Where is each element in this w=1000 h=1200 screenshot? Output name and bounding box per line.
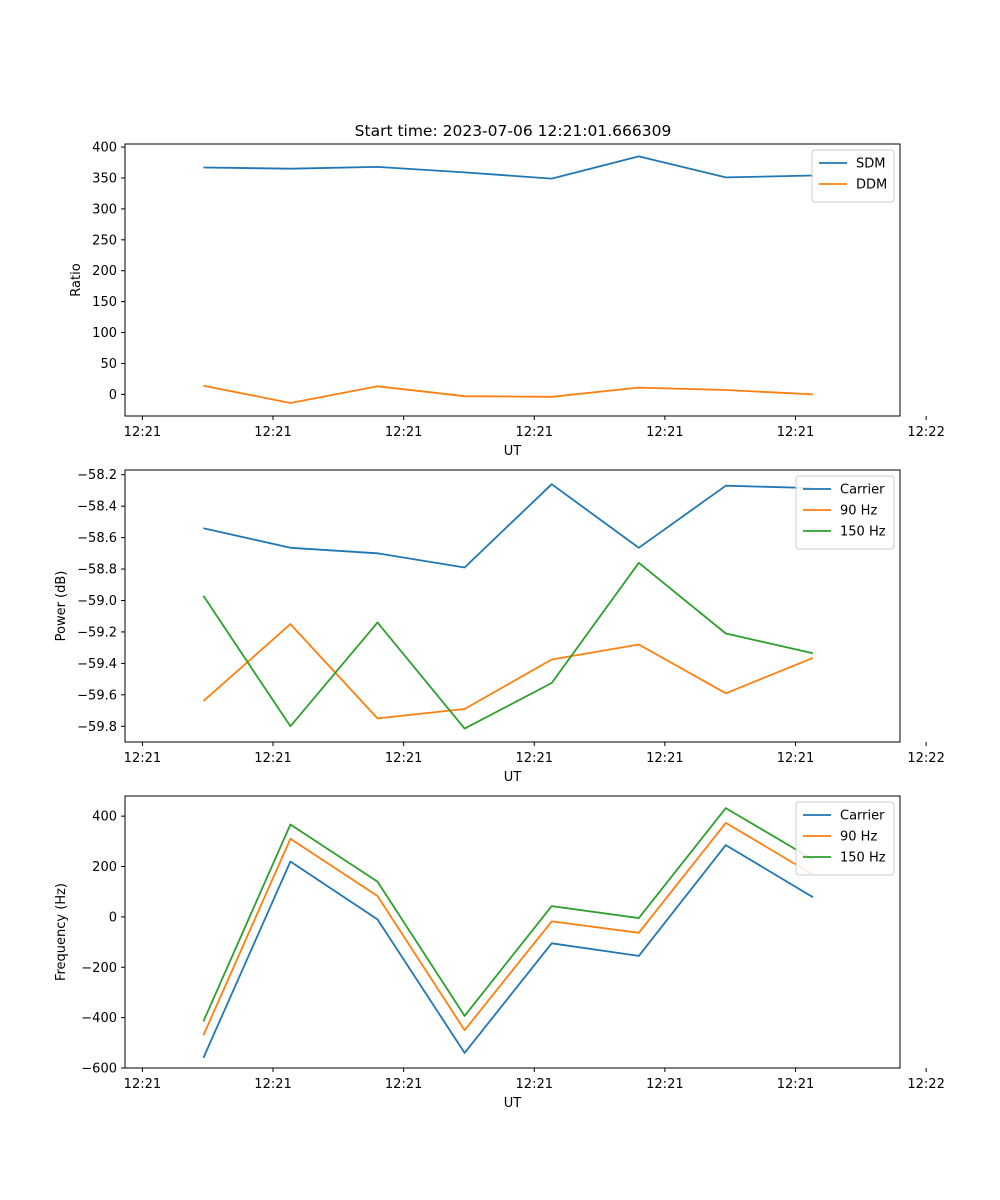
x-tick-label: 12:21 <box>646 425 683 440</box>
x-tick-label: 12:22 <box>907 425 944 440</box>
x-tick-label: 12:21 <box>385 751 422 766</box>
x-tick-label: 12:21 <box>516 425 553 440</box>
y-tick-label: −58.8 <box>77 563 117 578</box>
x-tick-label: 12:21 <box>254 425 291 440</box>
subplot-1: 0 50 100 150 200 250 300 350 400 12:21 12:21 12:21 1… <box>69 141 945 459</box>
x-axis-label: UT <box>504 1096 522 1111</box>
y-tick-label: 150 <box>92 295 117 310</box>
x-tick-label: 12:21 <box>254 1077 291 1092</box>
series-line-ddm <box>203 384 813 404</box>
subplot-2: −59.8 −59.6 −59.4 −59.2 −59.0 −58.8 −58.6 −58.4… <box>54 468 945 785</box>
x-axis-label: UT <box>504 444 522 459</box>
y-tick-label: 50 <box>100 357 117 372</box>
series-line-90-hz <box>202 623 814 720</box>
y-tick-label: 400 <box>92 810 117 825</box>
y-tick-label: −400 <box>81 1011 117 1026</box>
y-axis-label: Ratio <box>69 263 84 296</box>
y-axis-label: Frequency (Hz) <box>54 883 69 981</box>
legend: SDM DDM <box>811 149 895 203</box>
axes-frame <box>124 143 901 417</box>
figure-title: Start time: 2023-07-06 12:21:01.666309 <box>355 122 672 140</box>
legend-entry: 90 Hz <box>840 830 877 845</box>
x-tick-label: 12:22 <box>907 751 944 766</box>
series-line-carrier <box>202 844 814 1059</box>
y-tick-label: −59.2 <box>77 625 117 640</box>
y-tick-label: −59.8 <box>77 720 117 735</box>
x-tick-label: 12:21 <box>124 1077 161 1092</box>
series-line-carrier <box>203 483 813 569</box>
y-tick-label: 0 <box>109 910 117 925</box>
x-tick-label: 12:21 <box>124 425 161 440</box>
y-tick-label: 0 <box>109 388 117 403</box>
legend-entry: DDM <box>856 178 887 193</box>
y-tick-label: 200 <box>92 264 117 279</box>
y-tick-label: −59.4 <box>77 657 117 672</box>
y-tick-label: −58.6 <box>77 531 117 546</box>
series-line-150-hz <box>202 807 814 1022</box>
x-tick-label: 12:21 <box>385 1077 422 1092</box>
x-axis-label: UT <box>504 770 522 785</box>
x-tick-label: 12:21 <box>516 1077 553 1092</box>
x-tick-label: 12:21 <box>646 751 683 766</box>
x-tick-label: 12:21 <box>124 751 161 766</box>
legend-entry: 150 Hz <box>840 851 886 866</box>
y-tick-label: −600 <box>81 1062 117 1077</box>
x-tick-label: 12:21 <box>516 751 553 766</box>
subplot-3: −600 −400 −200 0 200 400 12:21 12:21 12:21 12:21 1… <box>54 795 945 1111</box>
x-tick-label: 12:21 <box>254 751 291 766</box>
y-axis-label: Power (dB) <box>54 571 69 642</box>
y-tick-label: −58.4 <box>77 500 117 515</box>
x-tick-label: 12:21 <box>777 751 814 766</box>
legend-entry: 90 Hz <box>840 504 877 519</box>
series-line-sdm <box>203 155 813 180</box>
y-tick-label: 100 <box>92 326 117 341</box>
x-tick-label: 12:21 <box>777 425 814 440</box>
y-tick-label: 250 <box>92 233 117 248</box>
x-tick-label: 12:21 <box>385 425 422 440</box>
y-tick-label: −59.0 <box>77 594 117 609</box>
legend: Carrier 90 Hz 150 Hz <box>795 475 895 550</box>
axes-frame <box>124 795 901 1069</box>
legend-entry: Carrier <box>840 809 885 824</box>
x-tick-label: 12:21 <box>777 1077 814 1092</box>
y-tick-label: −58.2 <box>77 468 117 483</box>
legend-entry: 150 Hz <box>840 525 886 540</box>
y-tick-label: −59.6 <box>77 688 117 703</box>
x-tick-label: 12:22 <box>907 1077 944 1092</box>
subplots: 0 50 100 150 200 250 300 350 400 12:21 12:21 12:21 1… <box>54 141 945 1111</box>
y-tick-label: 350 <box>92 172 117 187</box>
series-line-150-hz <box>202 561 814 730</box>
legend-entry: Carrier <box>840 483 885 498</box>
x-tick-label: 12:21 <box>646 1077 683 1092</box>
series-line-90-hz <box>202 822 814 1036</box>
axes-frame <box>124 469 901 743</box>
legend: Carrier 90 Hz 150 Hz <box>795 801 895 876</box>
legend-entry: SDM <box>856 157 885 172</box>
y-tick-label: 300 <box>92 202 117 217</box>
y-tick-label: 400 <box>92 141 117 156</box>
y-tick-label: −200 <box>81 961 117 976</box>
y-tick-label: 200 <box>92 860 117 875</box>
